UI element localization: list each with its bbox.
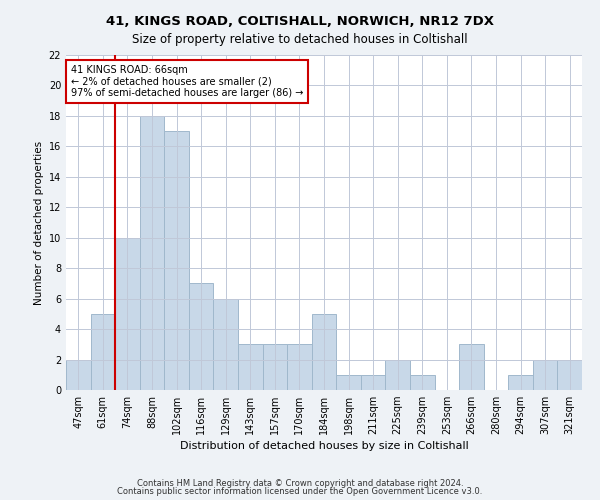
Bar xyxy=(533,360,557,390)
Text: Contains public sector information licensed under the Open Government Licence v3: Contains public sector information licen… xyxy=(118,487,482,496)
Bar xyxy=(214,298,238,390)
Bar xyxy=(312,314,336,390)
Bar xyxy=(385,360,410,390)
Bar xyxy=(115,238,140,390)
Bar xyxy=(164,131,189,390)
Bar xyxy=(557,360,582,390)
Bar xyxy=(410,375,434,390)
Text: 41, KINGS ROAD, COLTISHALL, NORWICH, NR12 7DX: 41, KINGS ROAD, COLTISHALL, NORWICH, NR1… xyxy=(106,15,494,28)
Text: Size of property relative to detached houses in Coltishall: Size of property relative to detached ho… xyxy=(132,32,468,46)
Bar xyxy=(361,375,385,390)
Bar xyxy=(140,116,164,390)
Bar xyxy=(508,375,533,390)
Bar xyxy=(189,284,214,390)
Bar xyxy=(91,314,115,390)
Y-axis label: Number of detached properties: Number of detached properties xyxy=(34,140,44,304)
Bar xyxy=(238,344,263,390)
Text: 41 KINGS ROAD: 66sqm
← 2% of detached houses are smaller (2)
97% of semi-detache: 41 KINGS ROAD: 66sqm ← 2% of detached ho… xyxy=(71,65,304,98)
Text: Contains HM Land Registry data © Crown copyright and database right 2024.: Contains HM Land Registry data © Crown c… xyxy=(137,478,463,488)
X-axis label: Distribution of detached houses by size in Coltishall: Distribution of detached houses by size … xyxy=(179,442,469,452)
Bar xyxy=(263,344,287,390)
Bar xyxy=(287,344,312,390)
Bar xyxy=(336,375,361,390)
Bar xyxy=(66,360,91,390)
Bar xyxy=(459,344,484,390)
